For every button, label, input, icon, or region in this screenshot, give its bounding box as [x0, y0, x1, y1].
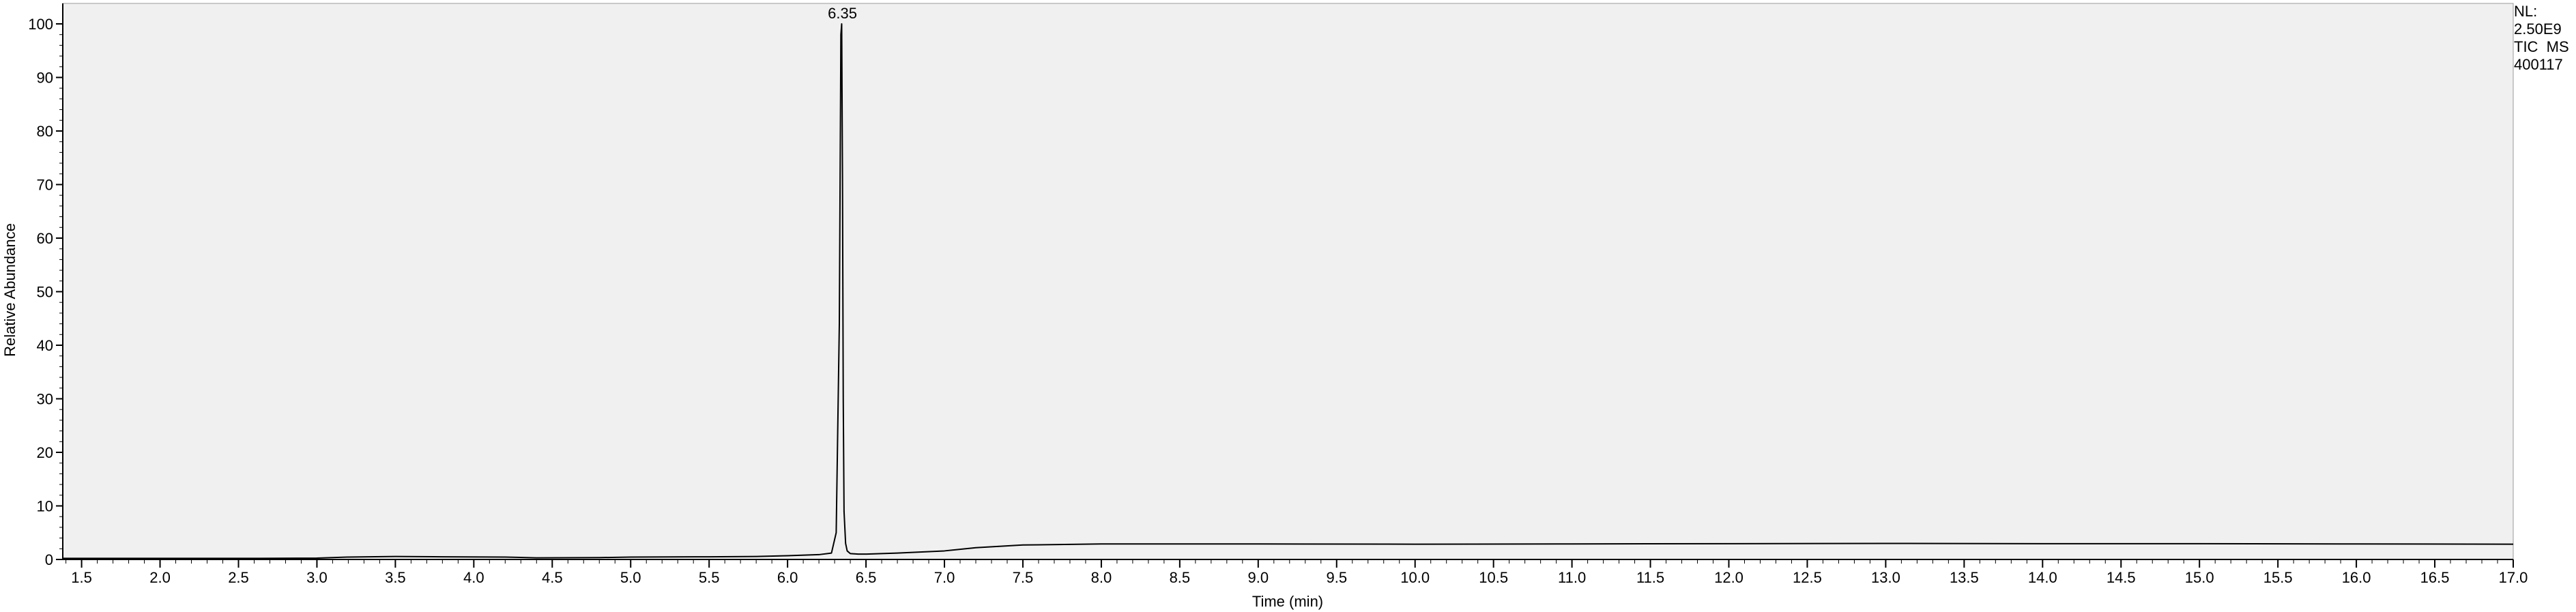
series-layer — [63, 23, 2514, 559]
y-tick-label: 90 — [37, 70, 53, 87]
x-tick-label: 12.5 — [1793, 569, 1822, 586]
y-tick-label: 30 — [37, 391, 53, 408]
x-tick-label: 4.5 — [542, 569, 563, 586]
x-tick-label: 5.0 — [620, 569, 641, 586]
x-tick-label: 2.0 — [149, 569, 171, 586]
x-tick-label: 7.0 — [934, 569, 955, 586]
x-tick-label: 14.0 — [2028, 569, 2057, 586]
x-tick-label: 17.0 — [2499, 569, 2528, 586]
x-tick-label: 2.5 — [228, 569, 249, 586]
nl-value: 2.50E9 — [2514, 20, 2562, 38]
x-tick-label: 12.0 — [1714, 569, 1743, 586]
nl-label: NL: — [2514, 3, 2538, 20]
x-tick-label: 11.0 — [1558, 569, 1586, 586]
x-tick-label: 15.0 — [2185, 569, 2214, 586]
y-axis: 0 10 20 30 40 50 60 70 80 90 100 — [28, 16, 63, 568]
x-tick-label: 7.5 — [1013, 569, 1034, 586]
x-tick-label: 1.5 — [71, 569, 92, 586]
x-tick-label: 5.5 — [699, 569, 720, 586]
x-tick-label: 3.5 — [385, 569, 406, 586]
x-axis: 1.5 2.0 2.5 3.0 3.5 4.0 4.5 5.0 5.5 6.0 6.5 7.0 7.5 8… — [66, 559, 2528, 586]
y-tick-label: 0 — [45, 551, 53, 568]
file-name: 400117 — [2514, 56, 2563, 73]
x-tick-label: 3.0 — [306, 569, 328, 586]
plot-background — [62, 3, 2514, 560]
y-tick-label: 40 — [37, 337, 53, 354]
x-axis-label: Time (min) — [1252, 593, 1323, 610]
x-tick-label: 16.0 — [2342, 569, 2371, 586]
x-tick-label: 14.5 — [2107, 569, 2136, 586]
x-tick-label: 13.5 — [1950, 569, 1979, 586]
y-tick-label: 60 — [37, 230, 53, 247]
x-tick-label: 8.5 — [1170, 569, 1191, 586]
tic-trace-line — [63, 23, 2514, 559]
scan-filter: TIC MS — [2514, 38, 2569, 55]
x-tick-label: 9.5 — [1326, 569, 1347, 586]
x-tick-label: 10.0 — [1400, 569, 1430, 586]
y-tick-label: 20 — [37, 444, 53, 461]
x-tick-label: 10.5 — [1479, 569, 1508, 586]
y-tick-label: 70 — [37, 177, 53, 194]
y-axis-label: Relative Abundance — [1, 223, 18, 357]
info-block: NL: 2.50E9 TIC MS 400117 — [2514, 3, 2569, 74]
x-tick-label: 9.0 — [1248, 569, 1269, 586]
x-tick-label: 13.0 — [1871, 569, 1900, 586]
peak-label: 6.35 — [828, 5, 857, 22]
y-tick-label: 10 — [37, 498, 53, 515]
x-tick-label: 8.0 — [1091, 569, 1112, 586]
x-tick-label: 6.0 — [777, 569, 798, 586]
y-tick-label: 50 — [37, 284, 53, 301]
x-tick-label: 11.5 — [1636, 569, 1664, 586]
y-tick-label: 80 — [37, 123, 53, 140]
x-tick-label: 6.5 — [856, 569, 877, 586]
y-tick-label: 100 — [28, 16, 53, 33]
x-tick-label: 15.5 — [2263, 569, 2293, 586]
x-tick-label: 16.5 — [2420, 569, 2450, 586]
peak-label-layer: 6.35 — [828, 5, 857, 22]
x-tick-label: 4.0 — [463, 569, 484, 586]
